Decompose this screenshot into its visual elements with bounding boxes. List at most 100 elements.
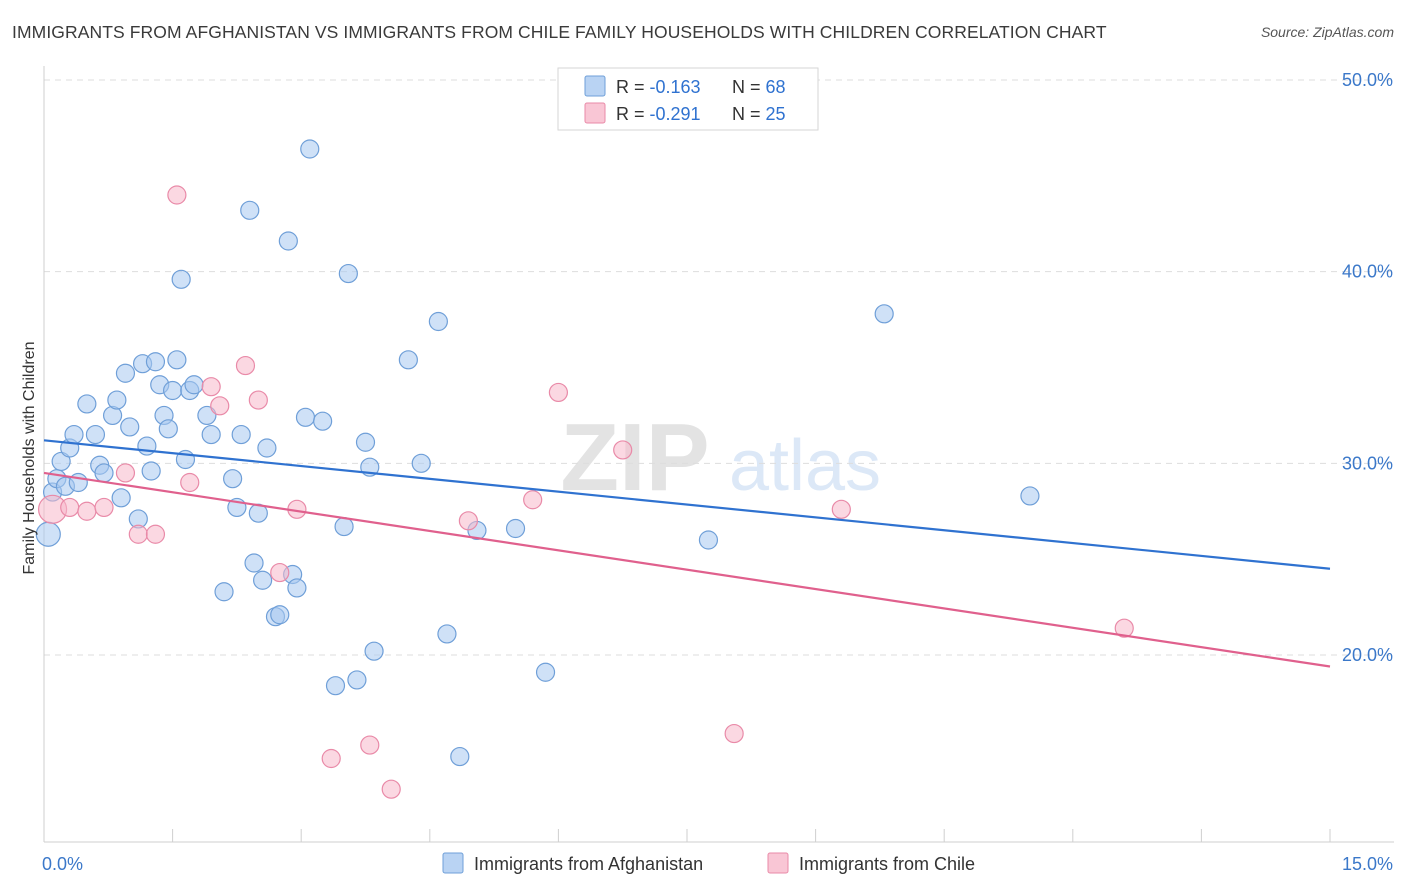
legend-r-value-afghanistan: -0.163 — [650, 77, 701, 97]
chile-point-3 — [94, 497, 114, 518]
afghanistan-point-16 — [120, 417, 140, 437]
legend-n-value-chile: 25 — [766, 104, 786, 124]
afghanistan-point-36 — [231, 424, 251, 445]
afghanistan-point-63 — [505, 518, 526, 539]
chile-point-5 — [128, 524, 148, 544]
legend-bottom-label-afghanistan: Immigrants from Afghanistan — [474, 854, 703, 874]
x-tick-labels: 0.0% 15.0% — [42, 854, 1393, 874]
afghanistan-point-46 — [287, 578, 307, 598]
chile-trend-line — [43, 471, 1331, 668]
series-afghanistan — [35, 139, 1040, 767]
legend-top: R = -0.163 N = 68 R = -0.291 N = 25 — [557, 67, 819, 131]
afghanistan-point-19 — [137, 436, 157, 456]
afghanistan-point-51 — [334, 516, 354, 537]
x-tick-label-1: 15.0% — [1342, 854, 1393, 874]
afghanistan-point-61 — [450, 746, 470, 767]
afghanistan-point-67 — [1020, 486, 1040, 506]
legend-r-label-afghanistan: R = — [616, 77, 650, 97]
afghanistan-point-13 — [111, 488, 131, 508]
afghanistan-point-38 — [244, 553, 264, 573]
legend-bottom: Immigrants from Afghanistan Immigrants f… — [442, 852, 975, 874]
chart-title: IMMIGRANTS FROM AFGHANISTAN VS IMMIGRANT… — [12, 22, 1107, 42]
chile-point-16 — [381, 779, 401, 799]
afghanistan-point-41 — [257, 438, 277, 458]
afghanistan-point-8 — [77, 394, 97, 414]
legend-n-label-chile: N = — [732, 104, 766, 124]
afghanistan-point-15 — [107, 390, 127, 410]
afghanistan-point-65 — [698, 530, 719, 550]
chile-point-6 — [145, 524, 166, 544]
x-tick-label-0: 0.0% — [42, 854, 83, 874]
afghanistan-point-3 — [51, 451, 71, 472]
afghanistan-point-24 — [158, 419, 178, 439]
source-credit: Source: ZipAtlas.com — [1260, 24, 1394, 40]
afghanistan-trend-line — [43, 439, 1331, 570]
afghanistan-point-52 — [338, 263, 358, 284]
afghanistan-point-21 — [145, 352, 166, 372]
afghanistan-point-57 — [398, 350, 418, 370]
legend-n-label-afghanistan: N = — [732, 77, 766, 97]
afghanistan-point-43 — [270, 605, 290, 625]
chile-point-2 — [77, 501, 97, 521]
afghanistan-point-59 — [428, 311, 448, 332]
chile-point-8 — [180, 472, 200, 493]
afghanistan-point-50 — [325, 676, 346, 696]
chile-point-13 — [270, 562, 290, 583]
trend-lines — [43, 439, 1331, 668]
chile-point-21 — [613, 440, 633, 460]
afghanistan-point-25 — [163, 380, 183, 401]
watermark-zip: ZIP — [560, 404, 709, 511]
chile-point-20 — [548, 382, 569, 403]
axes — [43, 66, 1394, 843]
chile-point-4 — [115, 463, 136, 483]
chile-point-23 — [831, 499, 851, 519]
afghanistan-point-31 — [197, 405, 217, 426]
afghanistan-point-30 — [184, 375, 204, 395]
chile-point-24 — [1114, 618, 1134, 638]
afghanistan-point-9 — [85, 424, 106, 445]
afghanistan-point-53 — [347, 670, 367, 690]
chile-point-9 — [201, 377, 221, 397]
chile-point-17 — [360, 735, 380, 755]
afghanistan-point-44 — [278, 231, 298, 251]
afghanistan-point-11 — [94, 463, 114, 483]
legend-r-label-chile: R = — [616, 104, 650, 124]
y-tick-label-3: 50.0% — [1342, 70, 1393, 90]
afghanistan-point-47 — [295, 407, 316, 427]
afghanistan-point-33 — [214, 582, 234, 602]
afghanistan-point-49 — [313, 411, 333, 431]
afghanistan-point-48 — [300, 139, 320, 159]
chile-point-1 — [60, 497, 80, 518]
afghanistan-point-64 — [535, 662, 556, 682]
chile-point-11 — [235, 355, 256, 376]
afghanistan-point-27 — [171, 269, 191, 289]
x-ticks — [43, 829, 1331, 842]
legend-n-value-afghanistan: 68 — [766, 77, 786, 97]
svg-text:R = -0.291: R = -0.291 — [616, 104, 701, 124]
legend-swatch-afghanistan — [584, 75, 606, 97]
chile-point-19 — [523, 490, 543, 510]
afghanistan-point-26 — [167, 350, 187, 370]
afghanistan-point-32 — [201, 424, 221, 445]
svg-text:N = 25: N = 25 — [732, 104, 786, 124]
afghanistan-point-66 — [874, 304, 894, 324]
series-chile — [37, 185, 1134, 799]
y-tick-labels: 20.0% 30.0% 40.0% 50.0% — [1342, 70, 1393, 665]
afghanistan-point-40 — [253, 570, 273, 590]
y-tick-label-2: 40.0% — [1342, 262, 1393, 282]
svg-text:R = -0.163: R = -0.163 — [616, 77, 701, 97]
watermark-atlas: atlas — [729, 426, 881, 506]
y-axis-title: Family Households with Children — [21, 342, 38, 575]
chile-point-12 — [248, 390, 268, 410]
afghanistan-point-60 — [437, 624, 457, 644]
chile-point-22 — [724, 723, 744, 744]
legend-bottom-swatch-chile — [767, 852, 789, 874]
afghanistan-point-34 — [223, 469, 243, 489]
svg-text:N = 68: N = 68 — [732, 77, 786, 97]
legend-swatch-chile — [584, 102, 606, 124]
afghanistan-point-14 — [115, 363, 136, 383]
afghanistan-point-56 — [364, 641, 384, 661]
chile-point-7 — [167, 185, 187, 205]
afghanistan-point-58 — [411, 453, 431, 473]
